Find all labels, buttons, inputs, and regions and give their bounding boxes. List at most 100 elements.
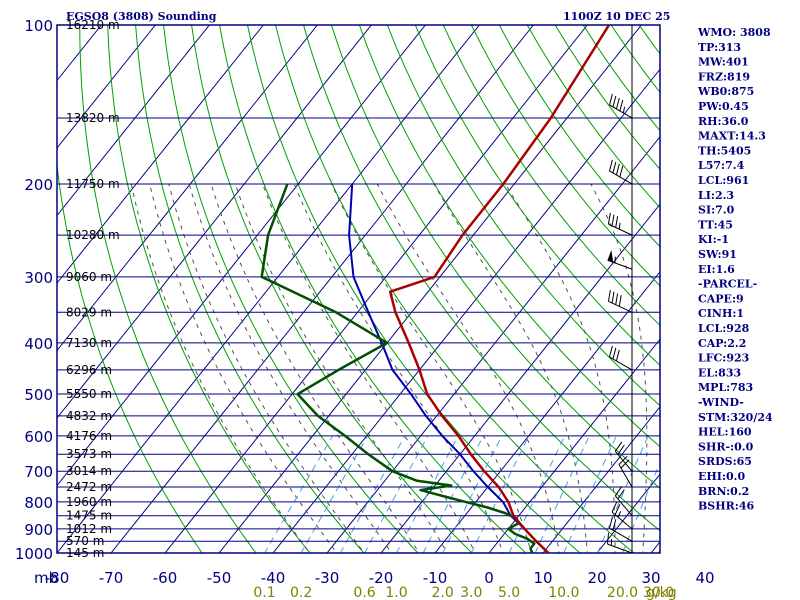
isotherm-line <box>57 25 210 217</box>
dry-adiabat-line <box>759 1 800 564</box>
sounding-index: LFC:923 <box>698 352 749 365</box>
isotherm-line <box>57 25 318 352</box>
wind-barb <box>618 456 633 488</box>
temperature-label: -10 <box>423 569 448 587</box>
moist-adiabat-line <box>590 183 648 553</box>
pressure-unit: mb <box>34 569 58 587</box>
sounding-index: SI:7.0 <box>698 204 735 217</box>
height-label: 11750 m <box>66 177 120 191</box>
mixing-ratio-line <box>508 435 566 553</box>
height-label: 9060 m <box>66 270 112 284</box>
wind-barb <box>611 501 633 530</box>
moist-adiabat-line <box>331 183 532 553</box>
sounding-index: L57:7.4 <box>698 159 745 172</box>
isotherm-line <box>164 25 588 553</box>
sounding-index: CINH:1 <box>698 307 744 320</box>
height-label: 2472 m <box>66 480 112 494</box>
pressure-label: 800 <box>24 494 53 512</box>
barb-flag <box>611 291 615 304</box>
sounding-index: KI:-1 <box>698 233 729 246</box>
barb-flag <box>611 214 615 226</box>
barb-half-flag <box>618 222 621 230</box>
barb-flag <box>612 161 617 174</box>
wind-barb <box>607 289 633 313</box>
mixing-ratio-line <box>339 435 406 553</box>
pressure-label: 400 <box>24 335 53 353</box>
mixing-ratio-label: 5.0 <box>498 585 520 600</box>
height-label: 7130 m <box>66 336 112 350</box>
mixing-ratio-line <box>621 461 660 553</box>
barb-shaft <box>618 464 633 488</box>
wind-barb <box>608 159 633 185</box>
temperature-labels: -80 -70 -60 -50 -40 -30 -20 -10 0 10 20 30 40 <box>45 569 715 587</box>
pressure-label: 700 <box>24 463 53 481</box>
mixing-ratio-label: 0.6 <box>353 585 375 600</box>
mixing-ratio-line <box>395 435 459 553</box>
pressure-label: 300 <box>24 269 53 287</box>
height-label: 1960 m <box>66 495 112 509</box>
barb-flag <box>608 93 613 106</box>
sounding-index: TT:45 <box>698 218 733 231</box>
sounding-index: MAXT:14.3 <box>698 130 766 143</box>
sounding-index: BRN:0.2 <box>698 485 749 498</box>
barb-flag <box>617 444 625 455</box>
moist-adiabat-line <box>149 183 338 553</box>
height-label: 570 m <box>66 534 104 548</box>
sounding-index: HEL:160 <box>698 426 752 439</box>
wind-barb <box>607 212 633 236</box>
isotherm-line <box>434 270 660 553</box>
barb-shaft <box>614 495 633 517</box>
sounding-index: BSHR:46 <box>698 500 754 513</box>
temperature-label: 40 <box>695 569 714 587</box>
barb-flag <box>607 212 611 225</box>
moist-adiabat-line <box>168 183 365 553</box>
pressure-labels: 100 200 300 400 500 600 700 800 900 1000 <box>15 17 53 563</box>
height-label: 8029 m <box>66 305 112 319</box>
barb-flag <box>611 501 618 513</box>
barb-flag <box>608 345 613 358</box>
barb-flag <box>614 486 623 497</box>
sounding-series <box>260 25 611 553</box>
mixing-ratio-line <box>300 435 369 553</box>
barb-flag <box>608 517 613 529</box>
height-label: 4832 m <box>66 409 112 423</box>
mixing-ratio-line <box>442 435 503 553</box>
mixing-ratio-label: 0.1 <box>253 585 275 600</box>
mixing-ratio-label: 3.0 <box>460 585 482 600</box>
height-label: 4176 m <box>66 429 112 443</box>
mixing-ratio-line <box>534 435 590 553</box>
parcel-line <box>348 183 550 553</box>
dry-adiabat-line <box>274 25 635 553</box>
sounding-index: SHR-:0.0 <box>698 440 754 453</box>
dry-adiabat-lines <box>57 1 800 564</box>
height-label: 5550 m <box>66 387 112 401</box>
barb-flag <box>612 95 617 108</box>
isotherm-line <box>326 135 660 553</box>
sounding-index: FRZ:819 <box>698 70 750 83</box>
isotherm-line <box>57 25 156 149</box>
isotherm-line <box>759 25 800 553</box>
moist-adiabat-line <box>210 183 420 553</box>
sounding-index: EHI:0.0 <box>698 470 745 483</box>
height-label: 1012 m <box>66 522 112 536</box>
pressure-label: 200 <box>24 176 53 194</box>
temperature-label: -20 <box>369 569 394 587</box>
sounding-index: -PARCEL- <box>698 278 757 291</box>
wind-barbs <box>607 93 633 554</box>
temperature-line <box>388 25 611 553</box>
barb-shaft <box>609 104 633 119</box>
barb-shaft <box>607 543 633 554</box>
sounding-index: -WIND- <box>698 396 744 409</box>
mixing-ratio-line <box>263 435 334 553</box>
dry-adiabat-line <box>163 25 419 553</box>
sounding-index: WB0:875 <box>697 85 754 98</box>
mixing-ratio-line <box>597 435 649 553</box>
pressure-label: 500 <box>24 386 53 404</box>
mixing-ratio-line <box>563 435 617 553</box>
sounding-index: EI:1.6 <box>698 263 735 276</box>
sounding-index: MW:401 <box>698 56 749 69</box>
sounding-index: TP:313 <box>698 41 741 54</box>
mixing-ratio-line <box>470 435 530 553</box>
height-labels: 16210 m 13820 m 11750 m 10280 m 9060 m 8029 m… <box>66 18 120 560</box>
